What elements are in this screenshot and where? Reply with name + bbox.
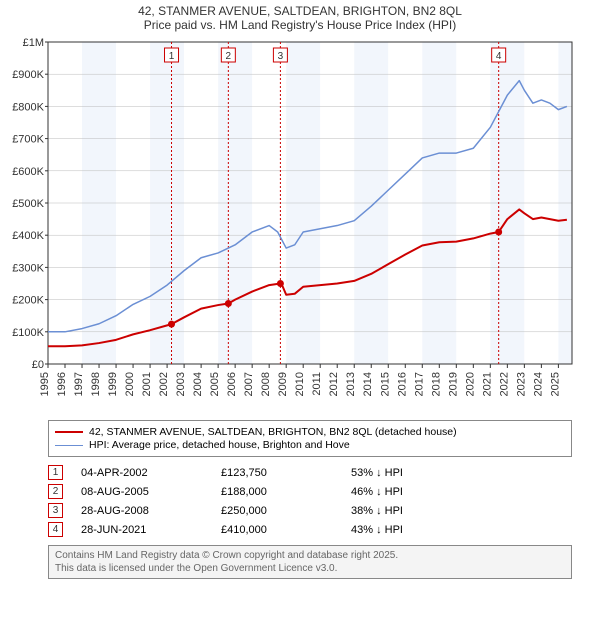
pricepoint-row: 1 04-APR-2002£123,75053% ↓ HPI [48,463,572,482]
svg-text:2010: 2010 [294,372,306,396]
svg-text:2: 2 [226,51,232,62]
svg-text:2019: 2019 [447,372,459,396]
marker-box: 4 [48,522,63,537]
svg-text:1: 1 [169,51,175,62]
svg-text:2001: 2001 [141,372,153,396]
legend-item-hpi: HPI: Average price, detached house, Brig… [55,439,565,451]
marker-box: 1 [48,465,63,480]
svg-text:1999: 1999 [107,372,119,396]
pricepoint-pct: 38% ↓ HPI [351,505,471,517]
pricepoint-pct: 43% ↓ HPI [351,524,471,536]
svg-text:2002: 2002 [158,372,170,396]
svg-text:2011: 2011 [311,372,323,396]
svg-text:£1M: £1M [23,37,44,49]
title-line-1: 42, STANMER AVENUE, SALTDEAN, BRIGHTON, … [0,4,600,18]
footer-attribution: Contains HM Land Registry data © Crown c… [48,545,572,579]
svg-text:2017: 2017 [413,372,425,396]
svg-text:2006: 2006 [226,372,238,396]
svg-text:£100K: £100K [12,327,44,339]
svg-text:2009: 2009 [277,372,289,396]
svg-text:£900K: £900K [12,69,44,81]
svg-text:2016: 2016 [396,372,408,396]
marker-box: 2 [48,484,63,499]
svg-text:2023: 2023 [515,372,527,396]
svg-text:£300K: £300K [12,262,44,274]
pricepoint-date: 28-JUN-2021 [81,524,221,536]
title-line-2: Price paid vs. HM Land Registry's House … [0,18,600,32]
legend-item-price-paid: 42, STANMER AVENUE, SALTDEAN, BRIGHTON, … [55,426,565,438]
legend-swatch [55,431,83,433]
footer-line-1: Contains HM Land Registry data © Crown c… [55,549,565,562]
svg-text:2025: 2025 [549,372,561,396]
legend-label: 42, STANMER AVENUE, SALTDEAN, BRIGHTON, … [89,426,457,438]
svg-text:2007: 2007 [243,372,255,396]
svg-text:2021: 2021 [481,372,493,396]
chart-svg: £0 £100K £200K £300K £400K £500K £600K £700K £80… [0,34,600,414]
svg-text:£0: £0 [32,359,44,371]
svg-text:2004: 2004 [192,372,204,396]
pricepoint-row: 2 08-AUG-2005£188,00046% ↓ HPI [48,482,572,501]
svg-text:2000: 2000 [124,372,136,396]
svg-text:2012: 2012 [328,372,340,396]
pricepoint-pct: 46% ↓ HPI [351,486,471,498]
svg-text:£200K: £200K [12,295,44,307]
svg-text:2022: 2022 [498,372,510,396]
svg-text:2018: 2018 [430,372,442,396]
legend: 42, STANMER AVENUE, SALTDEAN, BRIGHTON, … [48,420,572,457]
chart-container: 42, STANMER AVENUE, SALTDEAN, BRIGHTON, … [0,0,600,579]
svg-text:£400K: £400K [12,230,44,242]
pricepoints-table: 1 04-APR-2002£123,75053% ↓ HPI 2 08-AUG-200… [48,463,572,539]
svg-text:1996: 1996 [56,372,68,396]
svg-text:2024: 2024 [532,372,544,396]
svg-text:2008: 2008 [260,372,272,396]
pricepoint-date: 08-AUG-2005 [81,486,221,498]
svg-text:2005: 2005 [209,372,221,396]
svg-text:1995: 1995 [39,372,51,396]
pricepoint-row: 4 28-JUN-2021£410,00043% ↓ HPI [48,520,572,539]
svg-text:4: 4 [496,51,502,62]
svg-text:2014: 2014 [362,372,374,396]
svg-text:£600K: £600K [12,166,44,178]
footer-line-2: This data is licensed under the Open Gov… [55,562,565,575]
pricepoint-price: £123,750 [221,467,351,479]
pricepoint-price: £250,000 [221,505,351,517]
legend-swatch [55,445,83,446]
svg-text:£500K: £500K [12,198,44,210]
chart-plot: £0 £100K £200K £300K £400K £500K £600K £700K £80… [0,34,600,414]
pricepoint-date: 04-APR-2002 [81,467,221,479]
svg-text:2013: 2013 [345,372,357,396]
svg-text:2015: 2015 [379,372,391,396]
pricepoint-price: £410,000 [221,524,351,536]
pricepoint-date: 28-AUG-2008 [81,505,221,517]
svg-text:2020: 2020 [464,372,476,396]
pricepoint-price: £188,000 [221,486,351,498]
svg-text:£800K: £800K [12,101,44,113]
pricepoint-row: 3 28-AUG-2008£250,00038% ↓ HPI [48,501,572,520]
svg-text:2003: 2003 [175,372,187,396]
pricepoint-pct: 53% ↓ HPI [351,467,471,479]
title-block: 42, STANMER AVENUE, SALTDEAN, BRIGHTON, … [0,0,600,34]
svg-text:1997: 1997 [73,372,85,396]
svg-text:3: 3 [278,51,284,62]
legend-label: HPI: Average price, detached house, Brig… [89,439,350,451]
svg-text:£700K: £700K [12,134,44,146]
svg-text:1998: 1998 [90,372,102,396]
marker-box: 3 [48,503,63,518]
